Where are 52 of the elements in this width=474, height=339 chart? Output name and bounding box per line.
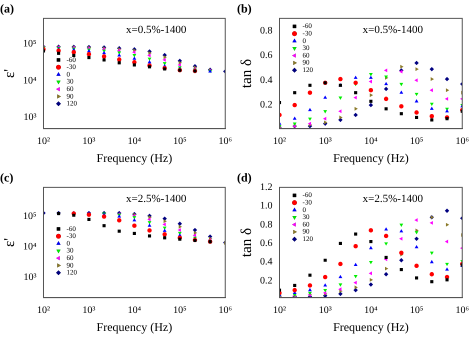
x-tick-label: 10⁶ [456, 305, 470, 316]
y-tick-label: 0.6 [260, 50, 272, 62]
annotation: x=0.5%-1400 [362, 24, 424, 36]
x-axis-title: Frequency (Hz) [96, 150, 172, 165]
x-tick-label: 10⁴ [364, 305, 378, 316]
x-tick-label: 10⁶ [218, 136, 233, 148]
y-tick-label: 10⁴ [22, 242, 37, 253]
y-tick-label: 10⁵ [22, 211, 36, 222]
chart-title: (b) [237, 1, 252, 16]
y-axis-title: ε' [2, 68, 18, 78]
y-tick-label: 0.6 [260, 238, 272, 250]
annotation: x=0.5%-1400 [126, 24, 187, 36]
x-tick-label: 10⁵ [410, 305, 424, 316]
x-tick-label: 10³ [82, 305, 96, 316]
y-tick-label: 0.4 [260, 256, 272, 268]
chart-title: (a) [0, 1, 14, 16]
x-tick-label: 10³ [82, 136, 96, 148]
y-tick-label: 0.8 [260, 25, 272, 36]
y-tick-label: 10³ [23, 272, 36, 284]
x-tick-label: 10⁵ [173, 136, 187, 148]
y-tick-label: 0.4 [260, 74, 272, 86]
x-tick-label: 10⁴ [364, 136, 378, 148]
y-tick-label: 0.2 [260, 100, 272, 111]
annotation: x=2.5%-1400 [362, 192, 424, 205]
x-tick-label: 10⁴ [128, 136, 142, 148]
x-tick-label: 10² [273, 136, 286, 148]
x-axis-title: Frequency (Hz) [333, 150, 409, 165]
y-tick-label: 10⁴ [22, 75, 37, 86]
x-axis-title: Frequency (Hz) [96, 320, 172, 334]
y-tick-label: 0.8 [260, 219, 272, 230]
y-axis-title: tan δ [238, 58, 255, 88]
y-tick-label: 1.0 [260, 200, 272, 212]
annotation: x=2.5%-1400 [126, 192, 187, 205]
x-tick-label: 10⁵ [173, 305, 187, 316]
x-tick-label: 10³ [318, 305, 332, 316]
y-axis-title: tan δ [238, 228, 255, 258]
x-tick-label: 10³ [318, 136, 332, 148]
y-tick-label: 1.2 [260, 182, 272, 194]
x-tick-label: 10⁴ [128, 305, 142, 316]
chart-title: (c) [0, 170, 14, 184]
x-tick-label: 10⁶ [456, 136, 470, 148]
chart-title: (d) [237, 170, 252, 184]
y-tick-label: 0.2 [260, 275, 272, 286]
y-tick-label: 10³ [23, 112, 36, 124]
x-tick-label: 10² [273, 305, 286, 316]
y-tick-label: 10⁵ [22, 38, 36, 50]
x-tick-label: 10⁵ [410, 136, 424, 148]
x-tick-label: 10⁶ [218, 305, 233, 316]
y-axis-title: ε' [2, 238, 18, 248]
x-tick-label: 10² [36, 305, 50, 316]
x-tick-label: 10² [36, 136, 50, 148]
x-axis-title: Frequency (Hz) [333, 320, 409, 334]
